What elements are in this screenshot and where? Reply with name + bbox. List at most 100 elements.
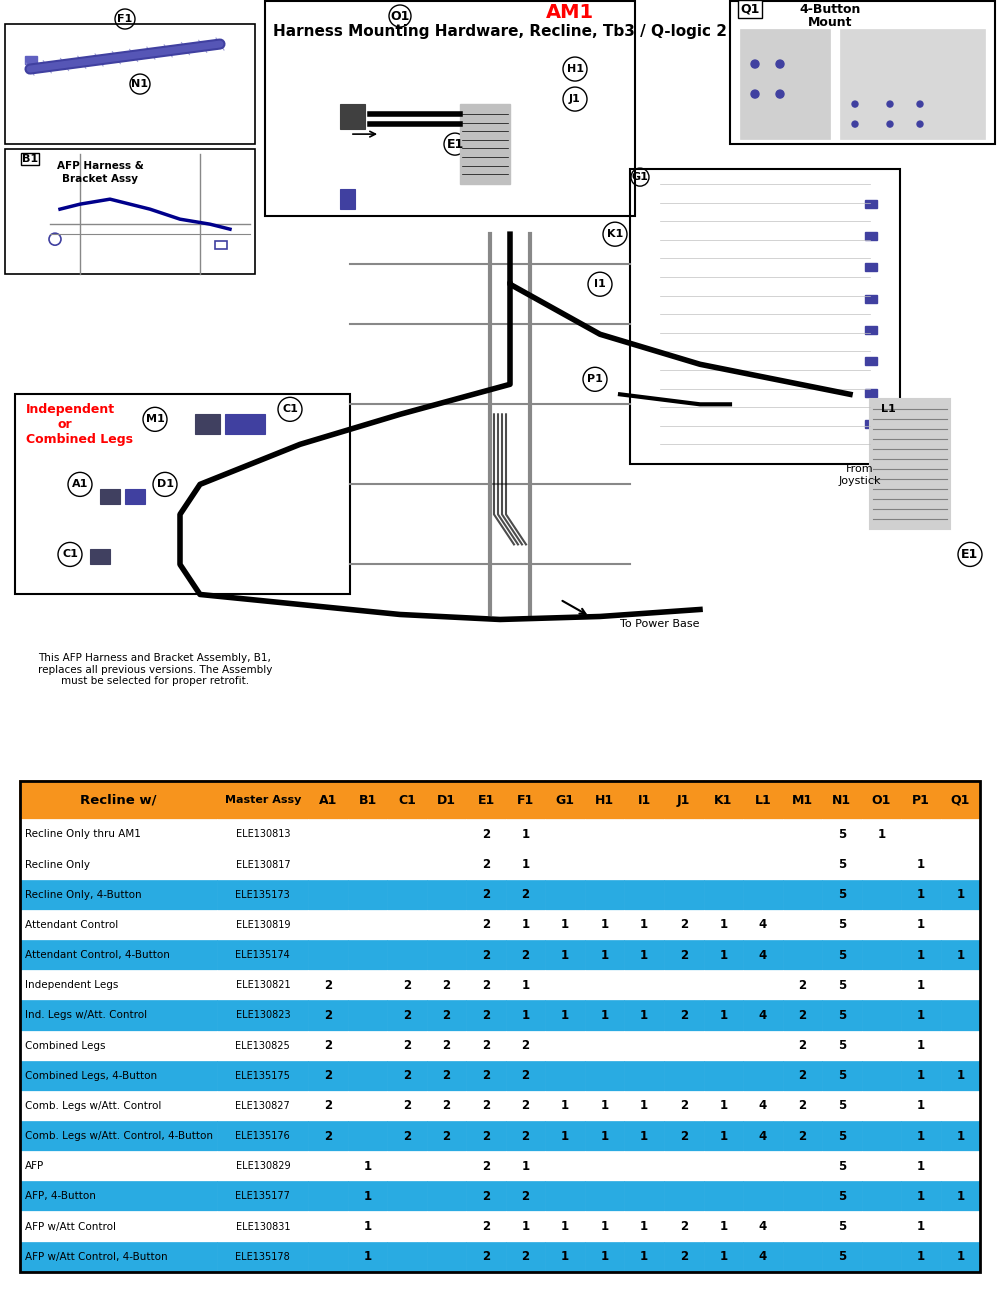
Bar [387, 819, 427, 850]
Text: 2: 2 [522, 1099, 530, 1112]
Bar [783, 970, 822, 1000]
Text: C1: C1 [398, 793, 416, 806]
Bar [90, 549, 110, 565]
Bar [901, 1091, 941, 1121]
Bar [466, 819, 506, 850]
Text: AFP, 4-Button: AFP, 4-Button [25, 1192, 96, 1201]
Text: 1: 1 [917, 1039, 925, 1052]
Bar [822, 1061, 862, 1091]
Bar [822, 1030, 862, 1061]
Bar [585, 819, 624, 850]
Bar [585, 1121, 624, 1151]
Text: 2: 2 [482, 919, 490, 932]
Bar [217, 1151, 308, 1182]
Text: A1: A1 [319, 793, 337, 806]
Bar [585, 1151, 624, 1182]
Bar [466, 1182, 506, 1212]
Text: Combined Legs: Combined Legs [25, 1040, 105, 1051]
Bar [783, 1000, 822, 1030]
Bar [348, 782, 387, 819]
Bar [862, 1061, 901, 1091]
Bar [624, 940, 664, 970]
Bar [427, 782, 466, 819]
Bar [941, 1121, 980, 1151]
Bar [743, 1151, 783, 1182]
Text: 1: 1 [601, 1219, 609, 1233]
Text: 2: 2 [403, 1069, 411, 1082]
Bar [545, 819, 585, 850]
Bar [585, 910, 624, 940]
Bar [664, 1061, 704, 1091]
Bar [545, 1000, 585, 1030]
Text: 2: 2 [482, 979, 490, 992]
Bar [195, 414, 220, 434]
Bar [387, 940, 427, 970]
Bar [624, 1121, 664, 1151]
Text: I1: I1 [638, 793, 651, 806]
Bar [704, 1061, 743, 1091]
Text: G1: G1 [556, 793, 575, 806]
Bar [545, 1182, 585, 1212]
Text: ELE135173: ELE135173 [235, 890, 290, 899]
Text: 1: 1 [363, 1189, 372, 1202]
Bar [743, 1091, 783, 1121]
Text: Recline Only: Recline Only [25, 860, 90, 869]
Text: ELE130819: ELE130819 [236, 920, 290, 931]
Text: O1: O1 [390, 9, 410, 22]
Text: 2: 2 [680, 949, 688, 962]
Bar [743, 819, 783, 850]
Text: 2: 2 [443, 1099, 451, 1112]
Circle shape [751, 90, 759, 98]
Bar [585, 1182, 624, 1212]
Text: 2: 2 [482, 1039, 490, 1052]
Text: B1: B1 [22, 154, 38, 165]
Bar [704, 1212, 743, 1242]
Text: 2: 2 [403, 979, 411, 992]
Bar [20, 1182, 217, 1212]
Bar [822, 970, 862, 1000]
Bar [387, 1091, 427, 1121]
Text: ELE130827: ELE130827 [235, 1100, 290, 1111]
Bar [20, 1151, 217, 1182]
Bar [941, 1061, 980, 1091]
Text: 2: 2 [522, 1129, 530, 1142]
Bar [215, 242, 227, 250]
Circle shape [751, 60, 759, 68]
Text: ELE135174: ELE135174 [235, 950, 290, 961]
Text: Ind. Legs w/Att. Control: Ind. Legs w/Att. Control [25, 1010, 147, 1021]
Bar [743, 940, 783, 970]
Text: 2: 2 [798, 1069, 806, 1082]
Bar [20, 1212, 217, 1242]
Text: M1: M1 [146, 414, 164, 425]
Bar [217, 1212, 308, 1242]
Bar [743, 1242, 783, 1272]
Text: 1: 1 [601, 1009, 609, 1022]
Bar [704, 1151, 743, 1182]
Bar [20, 819, 217, 850]
Circle shape [776, 90, 784, 98]
Bar [783, 819, 822, 850]
Text: N1: N1 [132, 78, 148, 89]
Bar [901, 910, 941, 940]
Bar [545, 782, 585, 819]
Bar [743, 970, 783, 1000]
Bar [20, 1242, 217, 1272]
Text: Independent Legs: Independent Legs [25, 980, 118, 991]
Text: 4: 4 [759, 1219, 767, 1233]
Bar [585, 880, 624, 910]
Text: or: or [58, 418, 72, 431]
Bar [862, 1182, 901, 1212]
Bar [506, 910, 545, 940]
Text: Bracket Assy: Bracket Assy [62, 174, 138, 184]
Bar [862, 782, 901, 819]
Bar [308, 1242, 348, 1272]
Bar [743, 782, 783, 819]
Text: 1: 1 [917, 889, 925, 902]
Text: AFP Harness &: AFP Harness & [57, 161, 143, 171]
Bar [664, 1091, 704, 1121]
Bar [348, 819, 387, 850]
Text: 2: 2 [482, 1189, 490, 1202]
Text: To Power Base: To Power Base [620, 620, 700, 630]
Bar [624, 819, 664, 850]
Bar [387, 1182, 427, 1212]
